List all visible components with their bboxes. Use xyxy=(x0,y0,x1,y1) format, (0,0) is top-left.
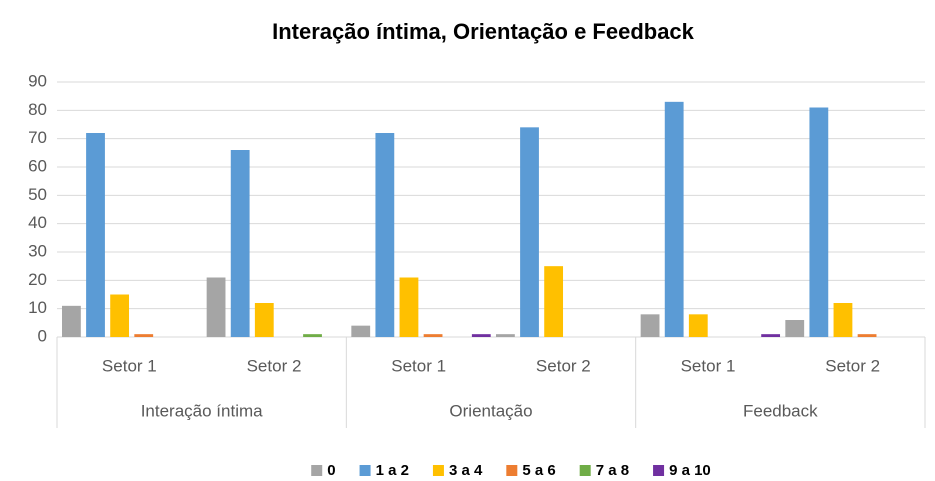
y-tick-label: 70 xyxy=(28,128,47,147)
bar xyxy=(496,334,515,337)
bar xyxy=(134,334,154,337)
bar xyxy=(785,320,805,337)
bar xyxy=(62,305,81,337)
legend-label: 9 a 10 xyxy=(669,462,711,479)
legend-label: 1 a 2 xyxy=(376,462,409,479)
x-tick-label: Setor 2 xyxy=(247,356,302,375)
y-tick-label: 10 xyxy=(28,298,47,317)
bar xyxy=(86,133,105,337)
y-tick-label: 50 xyxy=(28,185,47,204)
legend-swatch xyxy=(311,465,323,476)
y-tick-label: 90 xyxy=(28,71,47,90)
bar xyxy=(471,334,491,337)
x-tick-label: Setor 2 xyxy=(825,356,880,375)
y-tick-label: 80 xyxy=(28,100,47,119)
legend-label: 0 xyxy=(327,462,335,479)
bar xyxy=(254,303,274,337)
group-label: Orientação xyxy=(449,401,532,420)
legend-swatch xyxy=(653,465,665,476)
bar xyxy=(664,101,684,337)
bar xyxy=(520,127,539,337)
bar xyxy=(399,277,419,337)
bar xyxy=(544,266,564,337)
y-tick-label: 0 xyxy=(38,326,47,345)
x-tick-label: Setor 2 xyxy=(536,356,591,375)
y-tick-label: 40 xyxy=(28,213,47,232)
bar xyxy=(230,150,250,337)
y-tick-label: 30 xyxy=(28,241,47,260)
bar xyxy=(857,334,877,337)
bar xyxy=(761,334,781,337)
bar xyxy=(688,314,708,337)
y-tick-label: 20 xyxy=(28,270,47,289)
x-tick-label: Setor 1 xyxy=(391,356,446,375)
group-label: Interação íntima xyxy=(141,401,263,420)
legend-swatch xyxy=(506,465,518,476)
bar xyxy=(833,303,853,337)
legend-label: 5 a 6 xyxy=(522,462,555,479)
bar xyxy=(809,107,829,337)
bar xyxy=(640,314,660,337)
bar xyxy=(423,334,443,337)
bar xyxy=(110,294,130,337)
bar xyxy=(351,325,371,337)
bar xyxy=(206,277,226,337)
legend-swatch xyxy=(579,465,591,476)
bar xyxy=(303,334,322,337)
chart-title: Interação íntima, Orientação e Feedback xyxy=(272,19,695,44)
group-label: Feedback xyxy=(743,401,818,420)
x-tick-label: Setor 1 xyxy=(681,356,736,375)
y-tick-label: 60 xyxy=(28,156,47,175)
legend-label: 3 a 4 xyxy=(449,462,483,479)
legend-swatch xyxy=(432,465,444,476)
x-tick-label: Setor 1 xyxy=(102,356,157,375)
legend-label: 7 a 8 xyxy=(596,462,629,479)
bar xyxy=(375,133,395,337)
legend-swatch xyxy=(359,465,371,476)
